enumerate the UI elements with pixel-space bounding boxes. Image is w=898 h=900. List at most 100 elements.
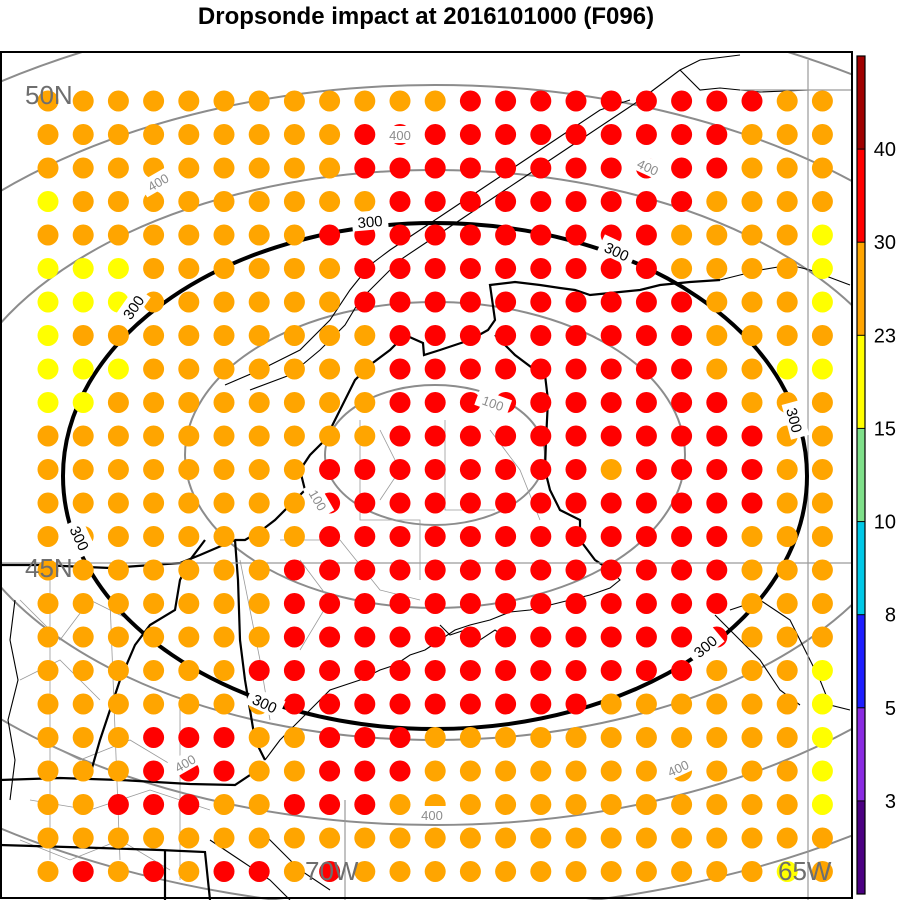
impact-dot-orange <box>143 459 165 480</box>
impact-dot-red <box>459 224 481 246</box>
impact-dot-orange <box>495 760 517 782</box>
impact-dot-red <box>600 492 622 514</box>
impact-dot-orange <box>600 861 622 882</box>
impact-dot-orange <box>319 191 341 212</box>
impact-dot-red <box>319 861 341 882</box>
impact-dot-orange <box>741 325 763 346</box>
impact-dot-red <box>565 358 587 380</box>
impact-dot-orange <box>248 358 270 380</box>
impact-dot-orange <box>72 693 94 715</box>
map-frame <box>0 51 853 899</box>
impact-dot-red <box>354 760 376 782</box>
impact-dot-red <box>565 559 587 581</box>
impact-dot-red <box>565 492 587 514</box>
impact-dot-orange <box>178 291 200 313</box>
impact-dot-orange <box>107 660 129 681</box>
impact-dot-orange <box>635 760 657 782</box>
impact-dot-red <box>635 392 657 413</box>
impact-dot-orange <box>671 861 693 882</box>
impact-dot-yellow <box>72 291 94 313</box>
impact-dot-red <box>459 459 481 480</box>
colorbar-tick-label: 23 <box>874 325 896 347</box>
impact-dot-red <box>178 794 200 815</box>
impact-dot-orange <box>143 526 165 547</box>
impact-dot-red <box>459 626 481 648</box>
impact-dot-yellow <box>37 392 59 413</box>
impact-dot-orange <box>72 157 94 179</box>
impact-dot-red <box>706 157 728 179</box>
impact-dot-orange <box>143 358 165 380</box>
impact-dot-orange <box>143 660 165 681</box>
impact-dot-orange <box>741 224 763 246</box>
impact-dot-orange <box>635 794 657 815</box>
impact-dot-red <box>635 90 657 112</box>
colorbar-frame <box>856 55 866 895</box>
impact-dot-red <box>565 459 587 480</box>
impact-dot-red <box>319 660 341 681</box>
impact-dot-orange <box>811 593 833 614</box>
impact-dot-red <box>706 425 728 447</box>
impact-dot-orange <box>319 827 341 849</box>
impact-dot-red <box>495 459 517 480</box>
impact-dot-orange <box>37 559 59 581</box>
impact-dot-orange <box>776 727 798 748</box>
impact-dot-red <box>600 258 622 279</box>
impact-dot-red <box>635 325 657 346</box>
impact-dot-red <box>741 459 763 480</box>
impact-dot-orange <box>811 90 833 112</box>
impact-dot-orange <box>72 459 94 480</box>
impact-dot-orange <box>72 90 94 112</box>
impact-dot-yellow <box>811 224 833 246</box>
impact-dot-red <box>319 459 341 480</box>
impact-dot-orange <box>248 526 270 547</box>
impact-dot-orange <box>248 492 270 514</box>
impact-dot-red <box>459 191 481 212</box>
impact-dot-red <box>565 425 587 447</box>
impact-dot-orange <box>495 794 517 815</box>
impact-dot-red <box>389 660 411 681</box>
colorbar-box <box>857 707 865 801</box>
impact-dot-orange <box>143 559 165 581</box>
impact-dot-red <box>389 258 411 279</box>
contour-label-100: 100 <box>480 393 506 415</box>
impact-dot-orange <box>530 827 552 849</box>
impact-dot-red <box>389 593 411 614</box>
impact-dot-orange <box>600 459 622 480</box>
impact-dot-orange <box>37 760 59 782</box>
impact-dot-red <box>143 727 165 748</box>
impact-dot-red <box>424 660 446 681</box>
impact-dot-red <box>600 325 622 346</box>
impact-dot-orange <box>671 827 693 849</box>
impact-dot-yellow <box>811 258 833 279</box>
impact-dot-orange <box>283 291 305 313</box>
impact-dot-orange <box>213 358 235 380</box>
impact-dot-orange <box>741 727 763 748</box>
impact-dot-red <box>354 258 376 279</box>
impact-dot-red <box>671 559 693 581</box>
impact-dot-orange <box>354 90 376 112</box>
impact-dot-orange <box>776 827 798 849</box>
impact-dot-red <box>600 291 622 313</box>
impact-dot-orange <box>459 861 481 882</box>
impact-dot-red <box>424 325 446 346</box>
impact-dot-red <box>424 392 446 413</box>
impact-dot-red <box>459 526 481 547</box>
impact-dot-red <box>530 90 552 112</box>
colorbar-tick-label: 30 <box>874 232 896 254</box>
impact-dot-orange <box>143 90 165 112</box>
impact-dot-red <box>459 660 481 681</box>
impact-dot-orange <box>213 459 235 480</box>
impact-dot-orange <box>811 861 833 882</box>
impact-dot-red <box>530 559 552 581</box>
impact-dot-red <box>565 325 587 346</box>
impact-dot-orange <box>248 827 270 849</box>
impact-dot-orange <box>37 224 59 246</box>
impact-dot-orange <box>811 124 833 145</box>
impact-dot-yellow <box>72 358 94 380</box>
impact-dot-red <box>600 358 622 380</box>
impact-dot-orange <box>776 660 798 681</box>
impact-dot-orange <box>178 827 200 849</box>
impact-dot-orange <box>178 459 200 480</box>
impact-dot-red <box>671 157 693 179</box>
impact-dot-orange <box>354 425 376 447</box>
